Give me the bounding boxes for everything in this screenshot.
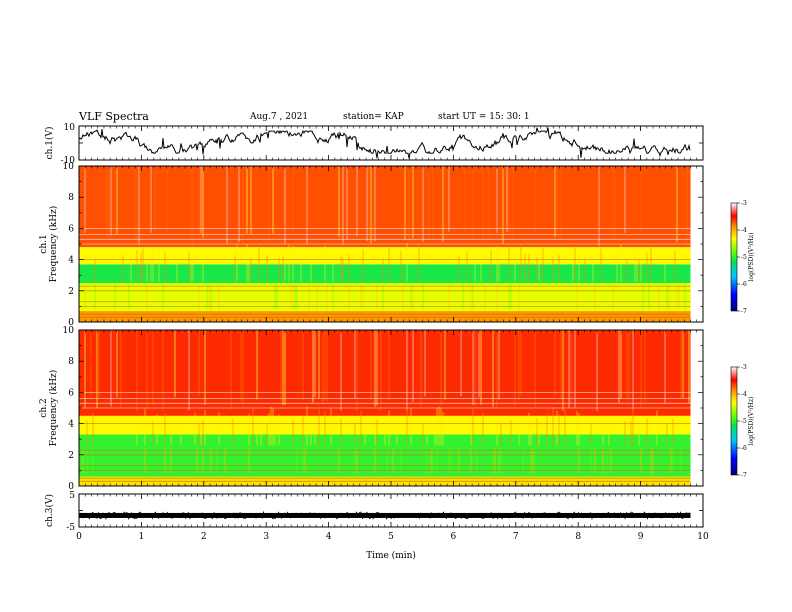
channel-label: ch.1: [39, 234, 49, 253]
date-label: Aug.7 , 2021: [250, 112, 309, 122]
x-tick-label: 2: [201, 532, 207, 542]
x-tick-label: 9: [638, 532, 644, 542]
y-tick-label: 6: [68, 388, 74, 398]
x-tick-label: 3: [263, 532, 269, 542]
y-tick-label: 2: [68, 451, 74, 461]
x-axis-ticks: 0 1 2 3 4 5 6 7 8 9 10: [76, 494, 709, 542]
y-tick-label: 2: [68, 287, 74, 297]
y-tick-label: 4: [68, 256, 74, 266]
y-tick-label: 10: [63, 162, 75, 172]
x-axis-ticks: [78, 330, 704, 486]
y-tick-label: 6: [68, 224, 74, 234]
colorbar-label: log(PSD)(V²/Hz): [748, 233, 755, 282]
y-tick-label: 4: [68, 420, 74, 430]
y-tick-label: 10: [63, 326, 75, 336]
station-label: station= KAP: [343, 112, 404, 122]
x-tick-label: 0: [76, 532, 82, 542]
spectrogram-band: [79, 283, 691, 312]
colorbar-tick-label: -4: [741, 391, 747, 398]
colorbar-label: log(PSD)(V²/Hz): [748, 397, 755, 446]
ch3-waveform-line: [78, 510, 690, 521]
colorbar-tick-label: -6: [741, 281, 747, 288]
x-tick-label: 4: [326, 532, 332, 542]
ch2-spectrogram-image: [78, 330, 691, 486]
x-axis-ticks: [78, 166, 704, 322]
colorbar-tick-label: -6: [741, 445, 747, 452]
chart-title: VLF Spectra: [79, 110, 149, 123]
colorbar: [730, 202, 738, 312]
colorbar-tick-label: -4: [741, 227, 747, 234]
spectrogram-band: [79, 247, 691, 265]
ch3-waveform-band: [79, 512, 691, 518]
spectrogram-band: [79, 311, 691, 322]
y-tick-label: 0: [68, 482, 74, 492]
y-axis-label: Frequency (kHz): [48, 206, 59, 283]
waveform-frame: [78, 125, 704, 161]
colorbar-tick-label: -5: [741, 254, 747, 261]
x-axis-ticks: [78, 126, 704, 160]
ch1-spectrogram-image: [78, 166, 691, 322]
y-tick-label: 8: [68, 193, 74, 203]
colorbar-tick-label: -7: [741, 308, 747, 315]
x-tick-label: 8: [575, 532, 581, 542]
colorbar-tick-label: -7: [741, 472, 747, 479]
spectrogram-band: [79, 166, 691, 248]
y-tick-label: -5: [66, 523, 75, 533]
y-tick-label: 0: [68, 318, 74, 328]
colorbar: [730, 366, 738, 476]
colorbar-tick-label: -3: [741, 200, 747, 207]
spectrogram-band: [79, 264, 691, 283]
x-tick-label: 1: [139, 532, 145, 542]
x-tick-label: 5: [388, 532, 394, 542]
colorbar-tick-label: -5: [741, 418, 747, 425]
x-tick-label: 7: [513, 532, 519, 542]
y-tick-label: -10: [61, 156, 76, 166]
x-tick-label: 6: [451, 532, 457, 542]
spectrogram-band: [79, 330, 691, 416]
y-tick-label: 5: [69, 491, 75, 501]
y-axis-label: ch.1(V): [44, 127, 55, 160]
ch1-waveform-line: [78, 127, 691, 159]
x-tick-label: 10: [697, 532, 709, 542]
start-time-label: start UT = 15: 30: 1: [438, 112, 530, 122]
channel-label: ch.2: [39, 398, 49, 417]
x-axis-label: Time (min): [366, 550, 416, 561]
y-axis-label: Frequency (kHz): [48, 370, 59, 447]
colorbar-tick-label: -3: [741, 364, 747, 371]
y-tick-label: 8: [68, 357, 74, 367]
y-axis-label: ch.3(V): [44, 494, 55, 527]
y-tick-label: 10: [64, 123, 76, 133]
